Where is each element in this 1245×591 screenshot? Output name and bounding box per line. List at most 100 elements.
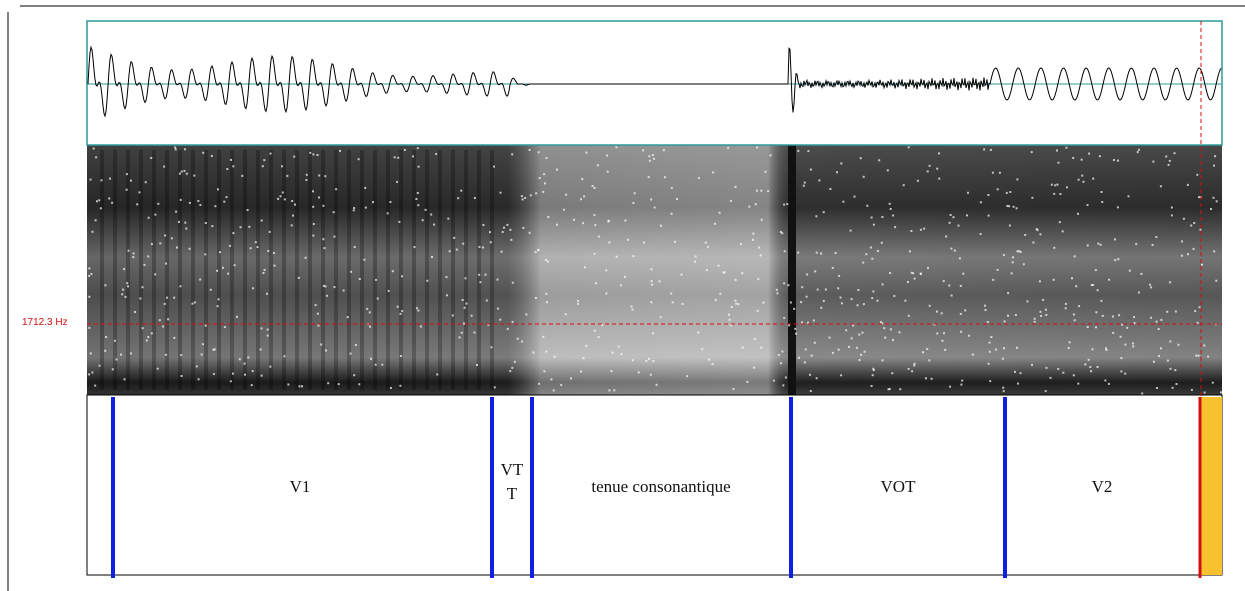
- speckle: [838, 274, 841, 277]
- speckle: [318, 196, 320, 199]
- speckle: [528, 149, 531, 151]
- speckle: [1077, 382, 1080, 385]
- speckle: [1124, 343, 1127, 346]
- speckle: [473, 331, 476, 334]
- speckle: [159, 242, 162, 245]
- speckle: [936, 167, 939, 170]
- speckle: [694, 260, 696, 263]
- speckle: [125, 173, 128, 176]
- speckle: [670, 186, 673, 189]
- speckle: [858, 359, 861, 362]
- speckle: [853, 195, 856, 198]
- speckle: [1203, 391, 1206, 394]
- speckle: [516, 337, 519, 340]
- speckle: [926, 170, 929, 173]
- speckle: [910, 271, 913, 274]
- speckle: [499, 191, 502, 194]
- speckle: [824, 288, 827, 291]
- speckle: [756, 309, 759, 312]
- speckle: [837, 287, 840, 290]
- speckle: [364, 206, 367, 209]
- speckle: [872, 369, 875, 372]
- speckle: [651, 154, 654, 157]
- speckle: [671, 301, 674, 304]
- speckle: [680, 273, 683, 276]
- interval-label[interactable]: V2: [1091, 477, 1113, 496]
- speckle: [649, 373, 652, 376]
- speckle: [1096, 289, 1099, 292]
- speckle: [115, 358, 118, 361]
- speckle: [465, 302, 468, 305]
- speckle: [563, 208, 566, 211]
- speckle: [734, 185, 737, 188]
- speckle: [204, 253, 207, 256]
- speckle: [368, 311, 371, 314]
- interval-label[interactable]: VOT: [880, 477, 916, 496]
- speckle: [283, 198, 286, 201]
- speckle: [91, 230, 94, 233]
- speckle: [1008, 224, 1011, 227]
- speckle: [250, 384, 253, 387]
- speckle: [545, 292, 548, 295]
- speckle: [1158, 355, 1160, 358]
- speckle: [751, 238, 754, 241]
- speckle: [989, 380, 992, 383]
- speckle: [870, 216, 873, 219]
- speckle: [211, 225, 214, 228]
- speckle: [232, 232, 235, 235]
- speckle: [717, 264, 720, 267]
- speckle: [767, 190, 770, 193]
- speckle: [650, 301, 653, 304]
- speckle: [615, 255, 618, 258]
- speckle: [984, 308, 987, 311]
- speckle: [1215, 279, 1218, 282]
- speckle: [199, 204, 202, 206]
- speckle: [532, 351, 535, 354]
- speckle: [565, 193, 568, 196]
- speckle: [214, 205, 217, 208]
- speckle: [889, 272, 892, 274]
- speckle: [697, 331, 700, 334]
- speckle: [262, 272, 265, 274]
- speckle: [719, 292, 722, 295]
- speckle: [1160, 347, 1162, 350]
- speckle: [979, 201, 982, 204]
- speckle: [1196, 321, 1199, 324]
- speckle: [363, 258, 366, 261]
- speckle: [88, 295, 91, 298]
- speckle: [633, 192, 636, 195]
- speckle: [619, 284, 622, 287]
- speckle: [290, 224, 293, 227]
- speckle: [266, 328, 269, 331]
- speckle: [1082, 180, 1085, 183]
- interval-label[interactable]: VTT: [500, 460, 524, 503]
- speckle: [1160, 318, 1163, 321]
- speckle: [1080, 158, 1083, 161]
- speckle: [871, 297, 874, 300]
- speckle: [123, 378, 126, 381]
- speckle: [1032, 241, 1035, 244]
- speckle: [948, 221, 951, 224]
- speckle: [1016, 250, 1019, 253]
- speckle: [1152, 360, 1155, 363]
- speckle: [962, 272, 965, 275]
- speckle: [489, 241, 492, 244]
- speckle: [740, 243, 743, 246]
- speckle: [704, 241, 707, 244]
- speckle: [233, 264, 236, 267]
- speckle: [165, 262, 167, 265]
- speckle: [988, 341, 991, 344]
- speckle: [949, 214, 952, 216]
- speckle: [277, 197, 280, 200]
- interval-label[interactable]: V1: [289, 477, 311, 496]
- speckle: [364, 186, 367, 189]
- striation: [165, 150, 169, 390]
- interval-label[interactable]: tenue consonantique: [591, 477, 731, 496]
- speckle: [191, 302, 194, 305]
- speckle: [522, 226, 525, 229]
- speckle: [861, 331, 864, 334]
- speckle: [510, 238, 513, 241]
- speckle: [1132, 342, 1134, 345]
- speckle: [907, 314, 910, 317]
- speckle: [801, 321, 803, 324]
